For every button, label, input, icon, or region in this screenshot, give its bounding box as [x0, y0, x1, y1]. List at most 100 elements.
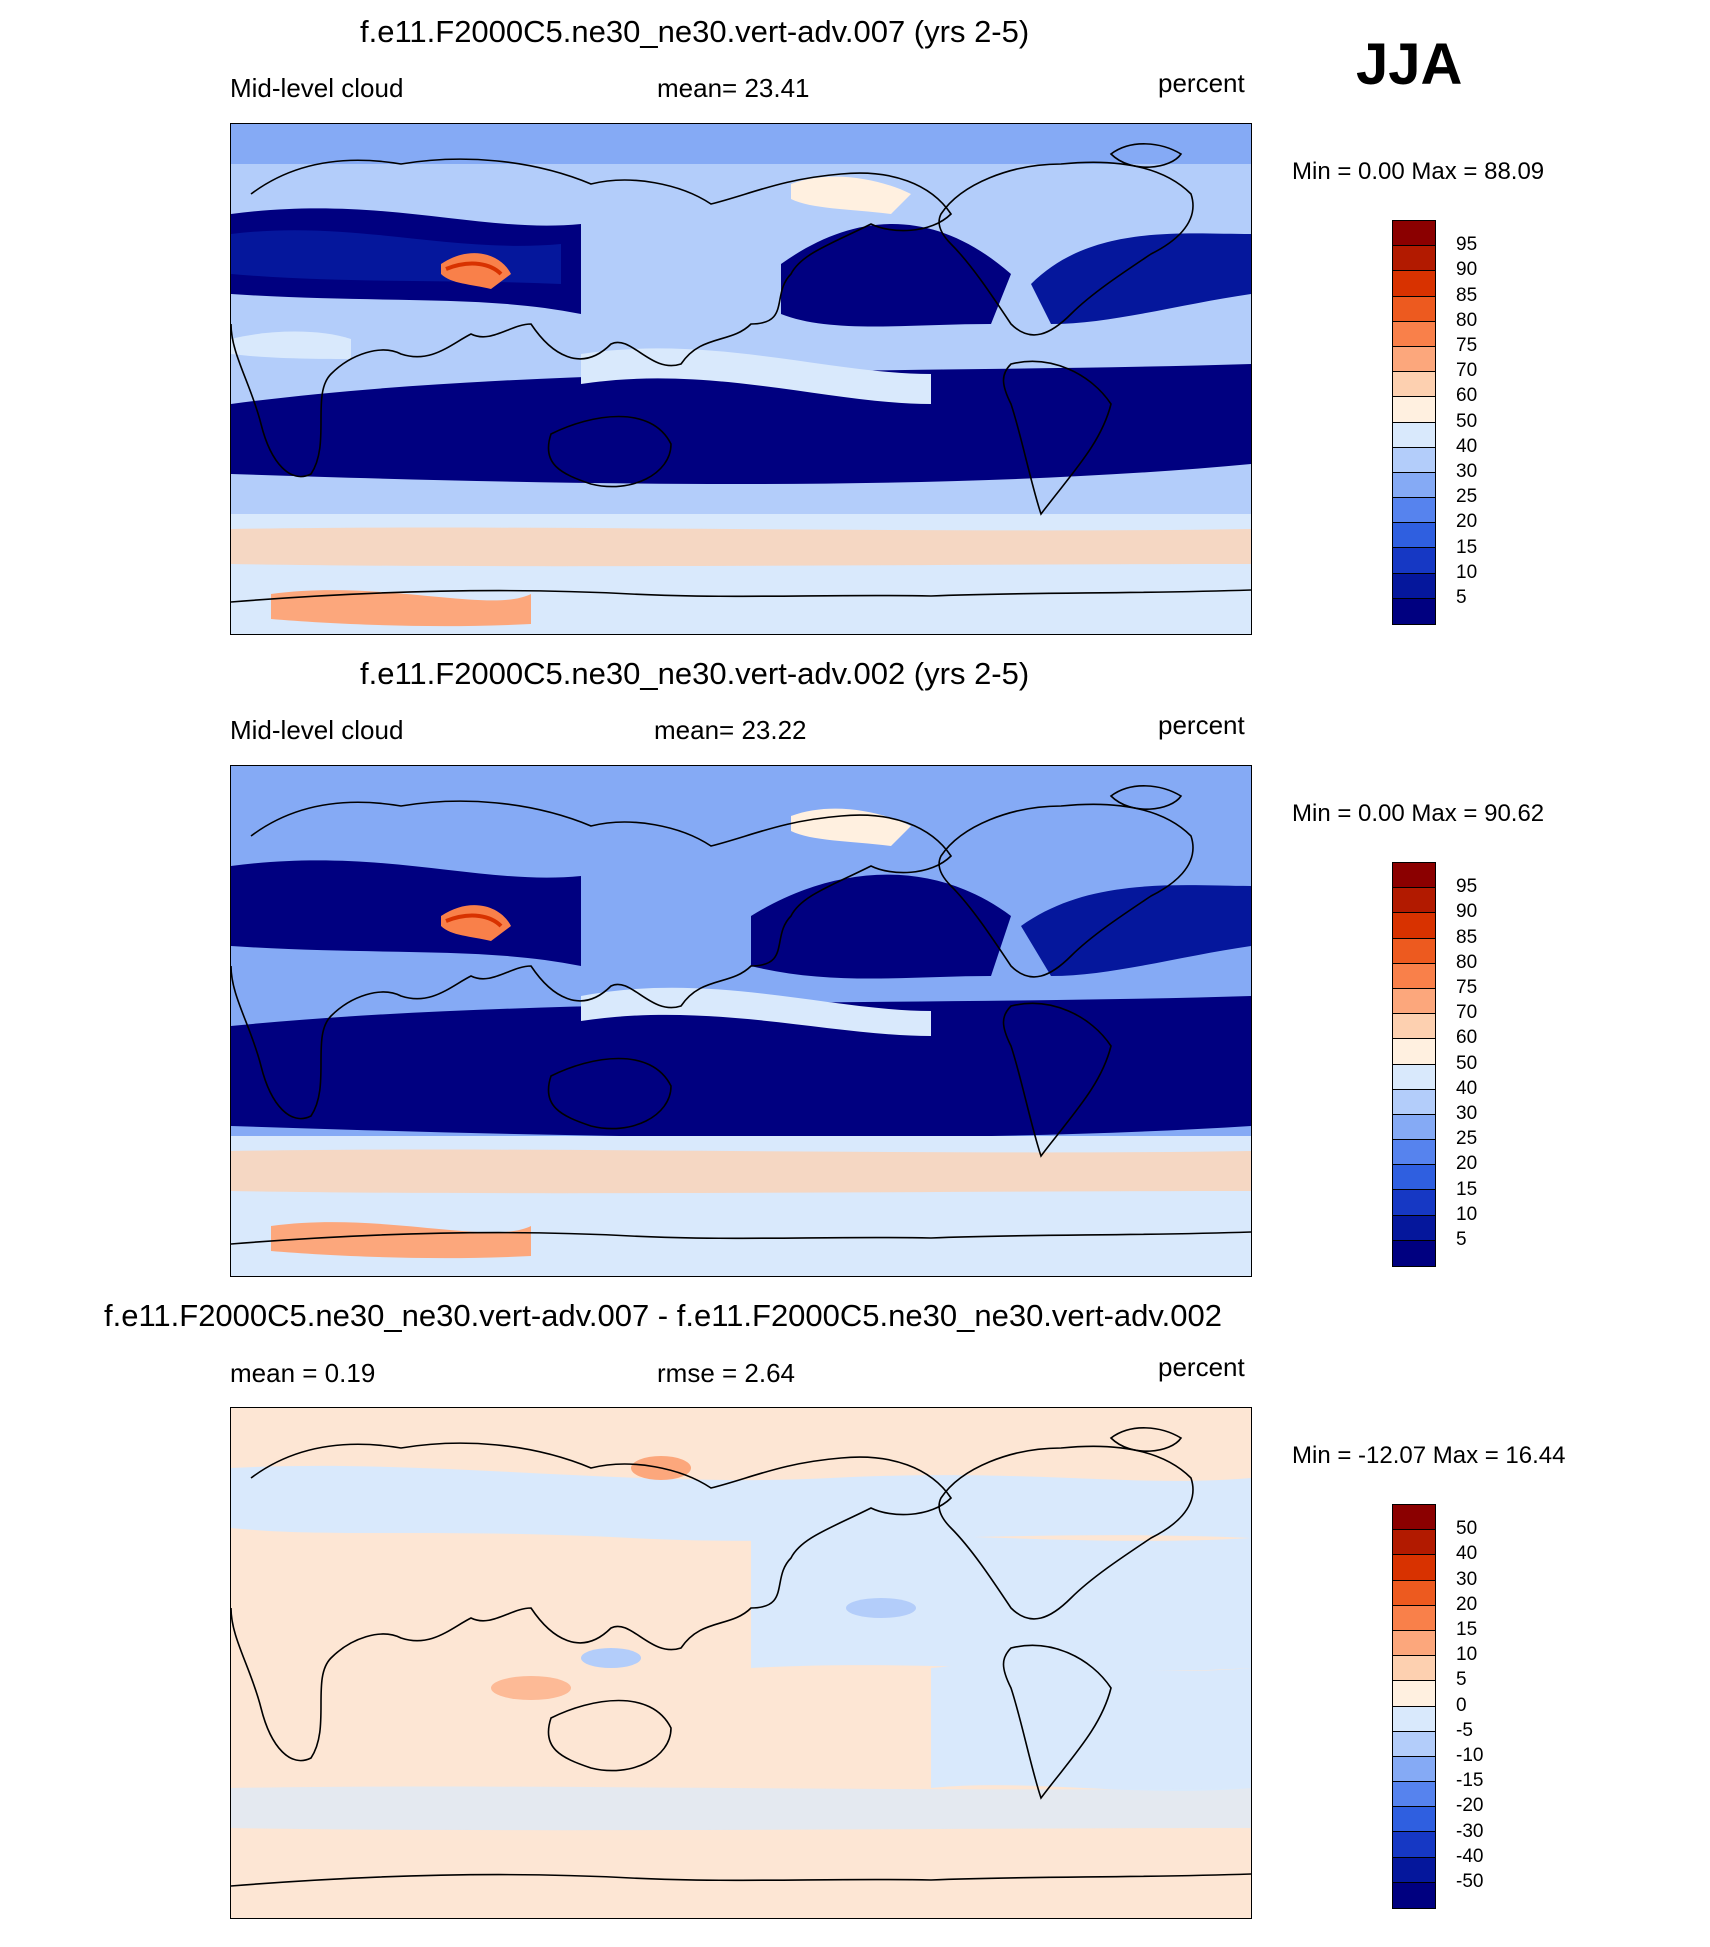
south-america-coast	[1002, 360, 1112, 516]
colorbar-segment	[1393, 321, 1435, 347]
tibet-peak	[445, 913, 503, 928]
colorbar-tick-label: 75	[1456, 335, 1478, 356]
panel-3-mean-label: mean = 0.19	[230, 1358, 376, 1388]
colorbar-segment	[1393, 863, 1435, 889]
eurasia-africa-coast	[231, 158, 953, 478]
colorbar-tick-label: 70	[1456, 360, 1478, 382]
colorbar-segment	[1393, 1630, 1435, 1657]
colorbar-segment	[1393, 988, 1435, 1015]
sahel-band	[231, 331, 351, 359]
colorbar-segment	[1393, 1857, 1435, 1883]
colorbar-segment	[1393, 1782, 1435, 1808]
panel-2-mean-label: mean= 23.22	[654, 715, 807, 745]
colorbar-segment	[1393, 1190, 1435, 1216]
panel-3-field	[231, 1408, 1251, 1918]
colorbar-tick-label: 60	[1456, 1027, 1478, 1049]
europe-low-cloud	[231, 860, 581, 966]
panel-1-mean-label: mean= 23.41	[657, 73, 810, 103]
colorbar-tick-label: 85	[1456, 284, 1478, 306]
colorbar-tick-label: 20	[1456, 1153, 1478, 1175]
southern-negative-band	[231, 1786, 1251, 1831]
colorbar-segment	[1393, 1064, 1435, 1090]
colorbar-tick-label: 60	[1456, 385, 1478, 407]
colorbar-segment	[1393, 1656, 1435, 1682]
colorbar-segment	[1393, 472, 1435, 499]
colorbar-tick-label: 25	[1456, 486, 1478, 508]
colorbar-segment	[1393, 397, 1435, 423]
colorbar-segment	[1393, 1089, 1435, 1115]
colorbar-tick-label: 30	[1456, 1103, 1478, 1124]
colorbar-tick-label: 90	[1456, 259, 1478, 281]
colorbar-segment	[1393, 1756, 1435, 1783]
indian-ocean-negative-spot	[581, 1648, 641, 1668]
colorbar-segment	[1393, 1165, 1435, 1191]
colorbar-tick-label: 50	[1456, 1052, 1478, 1074]
panel-2-colorbar-labels: 95 90 85 80 75 70 60 50 40 30 25 20 15 10 5	[1456, 862, 1536, 1266]
itcz-band	[581, 987, 931, 1036]
mid-lat-negative-band	[231, 1465, 1251, 1541]
panel-2-colorbar	[1392, 862, 1436, 1267]
north-america-coast	[938, 1445, 1194, 1620]
colorbar-segment	[1393, 1014, 1435, 1040]
colorbar-tick-label: 30	[1456, 1568, 1478, 1590]
eurasia-africa-coast	[231, 800, 953, 1120]
south-america-coast	[1002, 1002, 1112, 1158]
tibet-high	[441, 253, 511, 289]
australia-coast	[547, 415, 672, 488]
antarctica-coast	[231, 1231, 1251, 1245]
eurasia-africa-coast	[231, 1442, 953, 1762]
panel-3-map	[230, 1407, 1252, 1919]
panel-3-colorbar	[1392, 1504, 1436, 1909]
panel-1-minmax: Min = 0.00 Max = 88.09	[1292, 158, 1545, 185]
colorbar-segment	[1393, 1140, 1435, 1166]
colorbar-tick-label: 80	[1456, 951, 1478, 973]
colorbar-tick-label: 10	[1456, 1644, 1478, 1666]
colorbar-tick-label: 5	[1456, 587, 1467, 608]
panel-1-variable-label: Mid-level cloud	[230, 73, 404, 103]
north-pacific-low	[751, 874, 1011, 979]
colorbar-tick-label: 15	[1456, 536, 1478, 558]
colorbar-segment	[1393, 1832, 1435, 1858]
colorbar-tick-label: 90	[1456, 901, 1478, 923]
southern-subtropics-low	[231, 364, 1251, 484]
colorbar-tick-label: 20	[1456, 511, 1478, 533]
greenland-coast	[1109, 785, 1183, 810]
itcz-band	[581, 348, 931, 404]
colorbar-segment	[1393, 1505, 1435, 1531]
colorbar-segment	[1393, 1605, 1435, 1631]
colorbar-segment	[1393, 1240, 1435, 1266]
colorbar-tick-label: -50	[1456, 1871, 1484, 1892]
north-atlantic-low	[1021, 885, 1251, 976]
colorbar-segment	[1393, 963, 1435, 989]
colorbar-segment	[1393, 1580, 1435, 1606]
colorbar-segment	[1393, 422, 1435, 448]
panel-3-minmax: Min = -12.07 Max = 16.44	[1292, 1442, 1566, 1469]
colorbar-tick-label: 50	[1456, 1518, 1478, 1540]
arctic-band	[231, 124, 1251, 164]
colorbar-tick-label: 50	[1456, 410, 1478, 432]
southern-ocean-high	[231, 527, 1251, 567]
colorbar-segment	[1393, 548, 1435, 574]
colorbar-segment	[1393, 1681, 1435, 1707]
colorbar-tick-label: 40	[1456, 1077, 1478, 1099]
colorbar-segment	[1393, 498, 1435, 524]
greenland-coast	[1109, 1427, 1183, 1452]
colorbar-segment	[1393, 1807, 1435, 1833]
panel-3-rmse-label: rmse = 2.64	[657, 1358, 796, 1388]
panel-3-colorbar-labels: 50 40 30 20 15 10 5 0 -5 -10 -15 -20 -30 -40 -50	[1456, 1504, 1536, 1908]
greenland-coast	[1109, 143, 1183, 168]
colorbar-tick-label: 70	[1456, 1002, 1478, 1024]
colorbar-tick-label: 40	[1456, 435, 1478, 457]
panel-2-units-label: percent	[1158, 710, 1245, 740]
north-pacific-low	[781, 224, 1011, 327]
colorbar-segment	[1393, 1530, 1435, 1556]
antarctica-coast	[231, 1873, 1251, 1887]
colorbar-tick-label: 75	[1456, 977, 1478, 998]
colorbar-tick-label: 95	[1456, 876, 1478, 898]
coastlines	[231, 1427, 1251, 1887]
tibet-high	[441, 905, 511, 941]
colorbar-tick-label: 10	[1456, 561, 1478, 583]
panel-1-colorbar	[1392, 220, 1436, 625]
colorbar-segment	[1393, 221, 1435, 247]
colorbar-tick-label: 5	[1456, 1669, 1467, 1691]
